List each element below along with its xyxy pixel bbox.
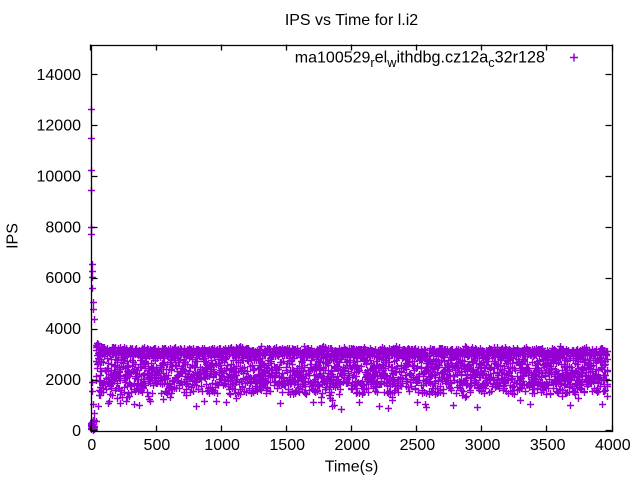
svg-text:ma100529relwithdbg.cz12ac32r12: ma100529relwithdbg.cz12ac32r128 <box>295 49 545 71</box>
svg-text:1500: 1500 <box>269 437 305 454</box>
svg-text:3500: 3500 <box>530 437 566 454</box>
svg-text:8000: 8000 <box>45 219 81 236</box>
svg-text:14000: 14000 <box>37 67 82 84</box>
svg-text:2000: 2000 <box>335 437 371 454</box>
svg-text:10000: 10000 <box>37 169 82 186</box>
svg-text:Time(s): Time(s) <box>325 459 379 476</box>
svg-text:4000: 4000 <box>45 321 81 338</box>
svg-text:6000: 6000 <box>45 270 81 287</box>
svg-text:0: 0 <box>72 423 81 440</box>
svg-text:3000: 3000 <box>465 437 501 454</box>
svg-text:4000: 4000 <box>595 437 631 454</box>
svg-text:1000: 1000 <box>204 437 240 454</box>
svg-text:12000: 12000 <box>37 118 82 135</box>
svg-text:IPS vs Time for l.i2: IPS vs Time for l.i2 <box>285 12 418 29</box>
svg-text:2500: 2500 <box>400 437 436 454</box>
svg-text:0: 0 <box>87 437 96 454</box>
svg-text:IPS: IPS <box>5 223 22 249</box>
svg-text:2000: 2000 <box>45 372 81 389</box>
svg-text:500: 500 <box>144 437 171 454</box>
